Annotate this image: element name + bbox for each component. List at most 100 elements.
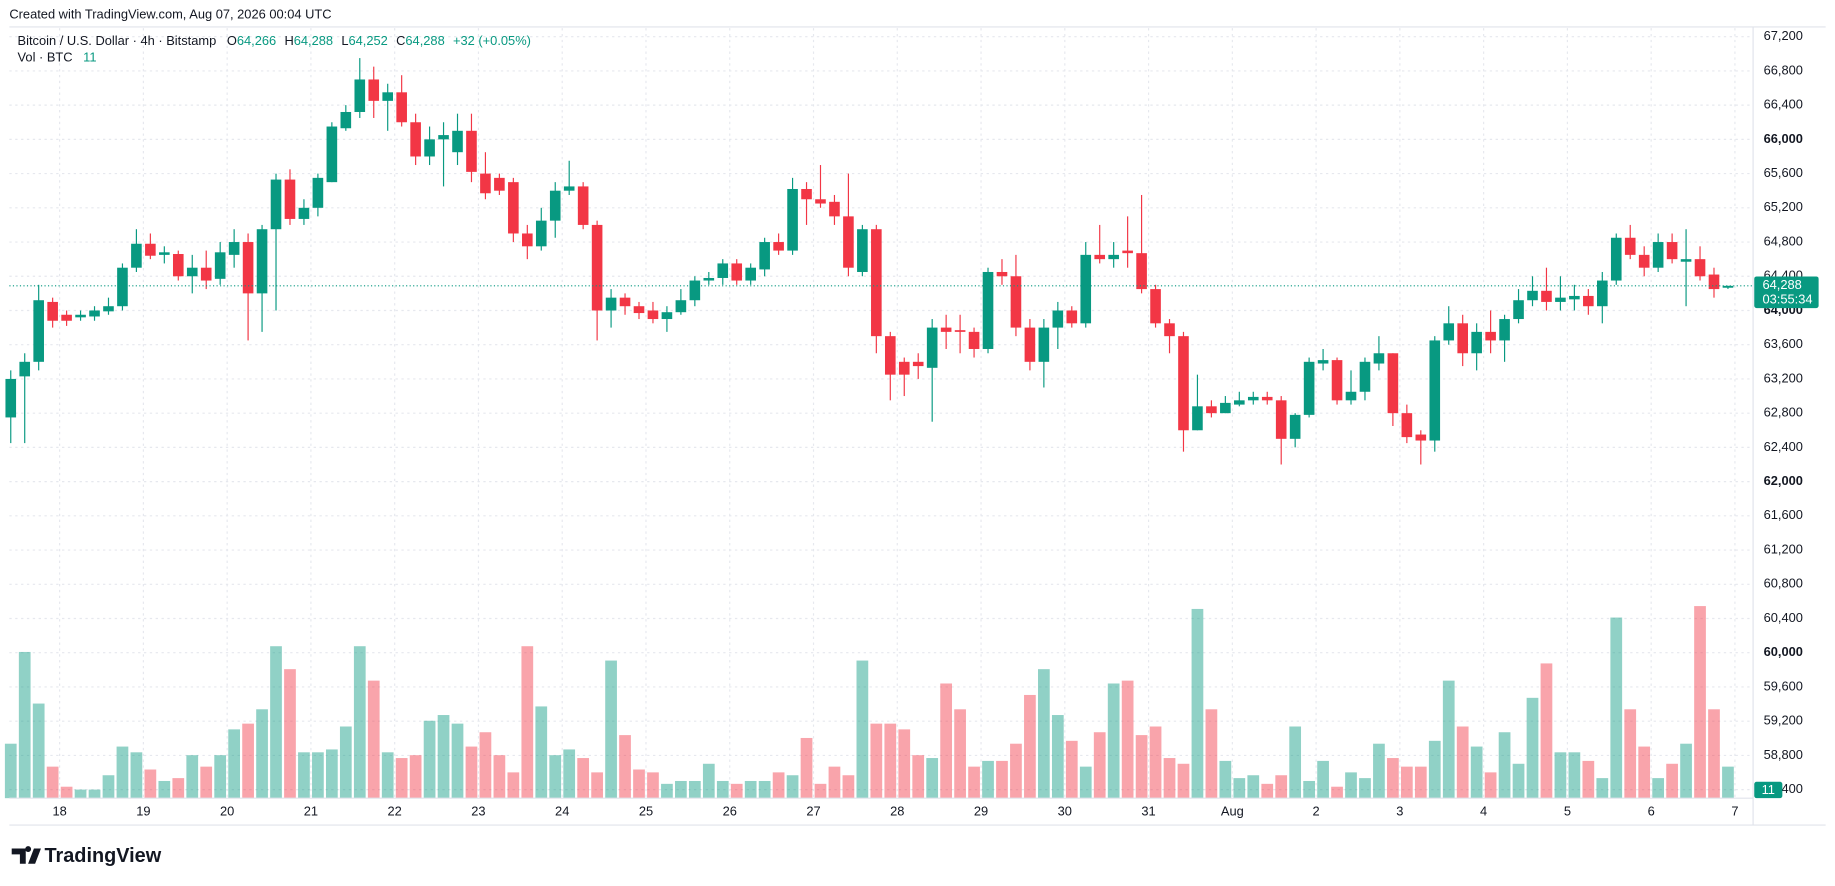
candle-body	[1331, 360, 1343, 401]
volume-bar	[46, 766, 59, 799]
y-tick-label: 62,800	[1764, 405, 1803, 420]
y-tick-label: 61,200	[1764, 541, 1803, 556]
volume-bar	[1540, 663, 1553, 799]
candle-body	[200, 267, 212, 281]
candle-body	[5, 378, 17, 418]
volume-bar	[1666, 763, 1678, 799]
candle-body	[410, 122, 421, 157]
candle-body	[633, 306, 645, 314]
volume-bar	[1303, 780, 1315, 799]
volume-bar	[1554, 752, 1567, 799]
volume-bar	[1205, 709, 1218, 799]
candle-body	[1583, 295, 1594, 307]
candle-body	[1680, 259, 1692, 262]
candle-body	[1373, 353, 1385, 364]
volume-bar	[1024, 694, 1036, 799]
volume-bar	[451, 723, 464, 799]
volume-bar	[1079, 766, 1092, 799]
candle-body	[284, 179, 296, 219]
h-label: H	[284, 34, 293, 49]
candle-body	[1247, 396, 1259, 401]
volume-bar	[954, 709, 966, 799]
candle-body	[19, 361, 31, 377]
candle-body	[75, 314, 86, 318]
volume-bar	[814, 783, 827, 799]
candle-body	[1024, 327, 1036, 362]
volume-value: 11	[83, 50, 96, 65]
candle-body	[1080, 254, 1092, 324]
candle-body	[312, 177, 324, 208]
candle-body	[159, 252, 170, 255]
candle-body	[1541, 290, 1552, 302]
x-tick-label: 25	[639, 804, 653, 819]
volume-bar	[1107, 683, 1120, 799]
candle-body	[815, 199, 826, 204]
candle-body	[661, 312, 673, 320]
candle-body	[1136, 253, 1147, 290]
candle-body	[689, 280, 701, 301]
candle-body	[1624, 237, 1636, 255]
candle-body	[619, 297, 631, 307]
volume-bar	[312, 752, 324, 799]
volume-bar	[1065, 740, 1078, 799]
candle-body	[438, 135, 449, 140]
volume-bar	[1247, 775, 1260, 799]
volume-bar	[549, 755, 562, 799]
candle-body	[549, 190, 561, 221]
candle-body	[675, 300, 687, 313]
volume-bar	[465, 746, 478, 799]
volume-bar	[1233, 778, 1246, 799]
x-tick-label: 22	[388, 804, 402, 819]
volume-bar	[912, 755, 925, 799]
candle-body	[1261, 396, 1273, 401]
volume-bar	[1638, 746, 1651, 799]
y-tick-label: 60,000	[1764, 644, 1803, 659]
candle-body	[466, 130, 477, 172]
candles	[5, 58, 1734, 465]
symbol: Bitcoin / U.S. Dollar · 4h · Bitstamp	[18, 34, 217, 49]
x-tick-label: 20	[220, 804, 234, 819]
candle-body	[424, 139, 435, 157]
volume-bar	[479, 732, 492, 799]
close-value: 64,288	[405, 34, 444, 49]
volume-bar	[521, 646, 534, 799]
volume-bar	[1317, 760, 1329, 799]
y-tick-label: 64,800	[1764, 233, 1803, 248]
y-tick-label: 66,000	[1764, 131, 1803, 146]
candle-body	[591, 224, 603, 311]
candle-body	[745, 267, 756, 281]
candle-body	[33, 300, 44, 362]
candle-body	[480, 173, 491, 194]
volume-bar	[772, 772, 785, 799]
x-tick-label: 3	[1396, 804, 1403, 819]
candle-body	[759, 242, 770, 270]
candle-body	[1499, 319, 1510, 341]
candle-body	[1289, 414, 1301, 439]
credit: Created with TradingView.com, Aug 07, 20…	[9, 7, 331, 22]
volume-bar	[996, 760, 1008, 799]
volume-bar	[730, 783, 743, 799]
candle-body	[996, 271, 1008, 277]
candle-body	[787, 188, 798, 251]
y-tick-label: 59,600	[1764, 678, 1803, 693]
candle-body	[1555, 297, 1566, 302]
volume-bar	[1610, 617, 1623, 799]
candle-body	[256, 229, 268, 294]
volume-bar	[88, 789, 101, 799]
candle-body	[1122, 250, 1133, 254]
volume-bar	[1680, 743, 1692, 799]
volume-bar	[381, 752, 394, 799]
c-label: C	[396, 34, 405, 49]
volume-bar	[409, 755, 422, 799]
volume-bar	[1652, 778, 1665, 799]
candle-body	[270, 179, 282, 230]
candle-body	[717, 263, 729, 278]
candle-body	[912, 361, 924, 367]
y-tick-label: 61,600	[1764, 507, 1803, 522]
volume-bar	[367, 680, 380, 799]
candle-body	[801, 188, 812, 200]
volume-bar	[200, 766, 213, 799]
candle-body	[843, 216, 854, 268]
x-tick-label: 6	[1648, 804, 1655, 819]
candle-body	[368, 79, 380, 101]
